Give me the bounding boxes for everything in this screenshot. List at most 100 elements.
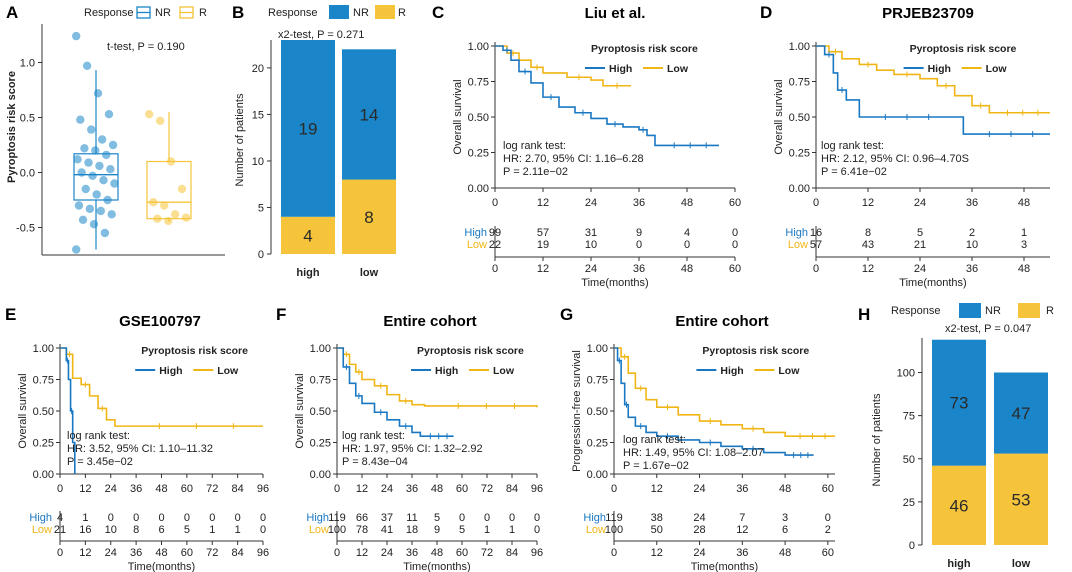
panel-d-risk-xtick-label: 12 bbox=[862, 263, 874, 275]
box-point bbox=[181, 213, 191, 222]
panel-h-bar-label-nr: 47 bbox=[1012, 404, 1031, 423]
panel-e-xlabel: Time(months) bbox=[128, 561, 195, 572]
panel-a-ylabel: Pyroptosis risk score bbox=[6, 71, 18, 183]
box-point bbox=[108, 140, 118, 150]
panel-h-label: H bbox=[858, 305, 870, 324]
box-point bbox=[77, 168, 86, 177]
panel-f-risk-high-value: 66 bbox=[356, 512, 368, 524]
panel-f-risk-low-value: 78 bbox=[356, 524, 368, 536]
panel-e-stat-line: log rank test: bbox=[67, 430, 130, 442]
panel-c-legend-low: Low bbox=[667, 63, 689, 75]
panel-g-risk-high-value: 3 bbox=[782, 512, 788, 524]
panel-c-risk-high-value: 4 bbox=[684, 227, 690, 239]
box-point bbox=[96, 206, 105, 216]
panel-f-xtick-label: 72 bbox=[481, 483, 493, 495]
box-point bbox=[89, 220, 99, 229]
panel-f-label: F bbox=[276, 305, 286, 324]
panel-g-risk-low-value: 50 bbox=[651, 524, 663, 536]
box-point bbox=[164, 216, 173, 226]
panel-e-risk-high-value: 0 bbox=[184, 512, 190, 524]
panel-f-ytick-label: 0.00 bbox=[310, 469, 331, 481]
panel-g-risk-label-high: High bbox=[583, 512, 606, 524]
panel-g-title: Entire cohort bbox=[675, 313, 768, 330]
panel-d-stat-line: HR: 2.12, 95% CI: 0.96–4.70S bbox=[821, 153, 969, 165]
box-point bbox=[110, 179, 119, 188]
box-point bbox=[80, 144, 89, 153]
panel-c-risk-xtick-label: 36 bbox=[633, 263, 645, 275]
panel-c-legend-high: High bbox=[609, 63, 632, 75]
panel-f-risk-xtick-label: 24 bbox=[381, 547, 393, 559]
panel-g-risk-high-value: 38 bbox=[651, 512, 663, 524]
box-point bbox=[102, 150, 111, 160]
panel-f-risk-low-value: 100 bbox=[328, 524, 346, 536]
panel-e-risk-xtick-label: 48 bbox=[155, 547, 167, 559]
panel-c-risk-xtick-label: 0 bbox=[492, 263, 498, 275]
panel-c-title: Liu et al. bbox=[585, 5, 646, 22]
panel-c-stat-line: P = 2.11e−02 bbox=[503, 166, 568, 178]
panel-f-risk-xtick-label: 12 bbox=[356, 547, 368, 559]
panel-e-risk-high-value: 1 bbox=[82, 512, 88, 524]
box-point bbox=[93, 89, 103, 98]
panel-h-ytick-label: 50 bbox=[903, 454, 915, 466]
panel-a-legend-title: Response bbox=[84, 7, 134, 19]
panel-f-xtick-label: 60 bbox=[456, 483, 468, 495]
panel-g-ylabel: Progression-free survival bbox=[571, 350, 583, 472]
panel-c-risk-xtick-label: 48 bbox=[681, 263, 693, 275]
panel-g-ytick-label: 0.25 bbox=[587, 438, 608, 450]
panel-d-risk-xtick-label: 36 bbox=[966, 263, 978, 275]
panel-b-ytick-label: 0 bbox=[258, 249, 264, 261]
panel-g-risk-xtick-label: 12 bbox=[651, 547, 663, 559]
panel-c-risk-label-high: High bbox=[464, 227, 487, 239]
panel-c-xtick-label: 0 bbox=[492, 197, 498, 209]
panel-g-xtick-label: 12 bbox=[651, 483, 663, 495]
panel-g-risk-low-value: 100 bbox=[605, 524, 623, 536]
panel-d-xtick-label: 0 bbox=[813, 197, 819, 209]
panel-f-risk-high-value: 0 bbox=[484, 512, 490, 524]
panel-b-bar-label-r: 8 bbox=[364, 208, 373, 227]
panel-d-ytick-label: 1.00 bbox=[789, 41, 810, 53]
panel-e-risk-high-value: 0 bbox=[260, 512, 266, 524]
panel-b-bar-r bbox=[342, 179, 396, 254]
panel-g-ytick-label: 0.50 bbox=[587, 406, 608, 418]
panel-e-risk-xtick-label: 24 bbox=[105, 547, 117, 559]
panel-e-ytick-label: 0.50 bbox=[33, 406, 54, 418]
panel-g-stat-line: HR: 1.49, 95% CI: 1.08–2.07 bbox=[623, 447, 764, 459]
panel-b-bar-nr bbox=[342, 49, 396, 180]
panel-e-label: E bbox=[5, 305, 16, 324]
box-point bbox=[72, 31, 81, 41]
panel-a-ytick-label: 0.0 bbox=[20, 168, 35, 180]
panel-b-ytick-label: 15 bbox=[252, 109, 264, 121]
panel-b-ytick-label: 20 bbox=[252, 63, 264, 75]
panel-e-risk-low-value: 1 bbox=[209, 524, 215, 536]
box-point bbox=[74, 201, 84, 210]
panel-d-legend-low: Low bbox=[986, 63, 1008, 75]
panel-b-ytick-label: 5 bbox=[258, 202, 264, 214]
panel-e-risk-low-value: 16 bbox=[79, 524, 91, 536]
panel-d-curve-high bbox=[816, 45, 1050, 135]
panel-e-risk-high-value: 0 bbox=[133, 512, 139, 524]
panel-c-ytick-label: 0.50 bbox=[468, 112, 489, 124]
panel-f-legend-title: Pyroptosis risk score bbox=[417, 345, 524, 357]
panel-e-risk-high-value: 0 bbox=[108, 512, 114, 524]
panel-f-risk-xtick-label: 36 bbox=[406, 547, 418, 559]
box-point bbox=[85, 204, 95, 213]
panel-b-ylabel: Number of patients bbox=[234, 93, 246, 186]
panel-g-xtick-label: 48 bbox=[779, 483, 791, 495]
panel-d-xlabel: Time(months) bbox=[899, 277, 966, 289]
panel-c-risk-low-value: 0 bbox=[732, 239, 738, 251]
panel-c-risk-xtick-label: 24 bbox=[585, 263, 597, 275]
panel-c-risk-xtick-label: 12 bbox=[537, 263, 549, 275]
panel-d-risk-label-low: Low bbox=[788, 239, 808, 251]
panel-e-risk-low-value: 1 bbox=[235, 524, 241, 536]
panel-h-legend-r-swatch bbox=[1018, 303, 1040, 318]
box-point bbox=[73, 155, 82, 164]
panel-h-bar-label-r: 53 bbox=[1012, 490, 1031, 509]
panel-g-risk-xtick-label: 60 bbox=[822, 547, 834, 559]
panel-d-risk-high-value: 2 bbox=[969, 227, 975, 239]
panel-c-risk-high-value: 0 bbox=[732, 227, 738, 239]
panel-h-bar-nr bbox=[932, 339, 986, 466]
panel-e-stat-line: HR: 3.52, 95% CI: 1.10–11.32 bbox=[67, 443, 213, 455]
panel-f-xtick-label: 84 bbox=[506, 483, 518, 495]
panel-f-risk-high-value: 0 bbox=[534, 512, 540, 524]
